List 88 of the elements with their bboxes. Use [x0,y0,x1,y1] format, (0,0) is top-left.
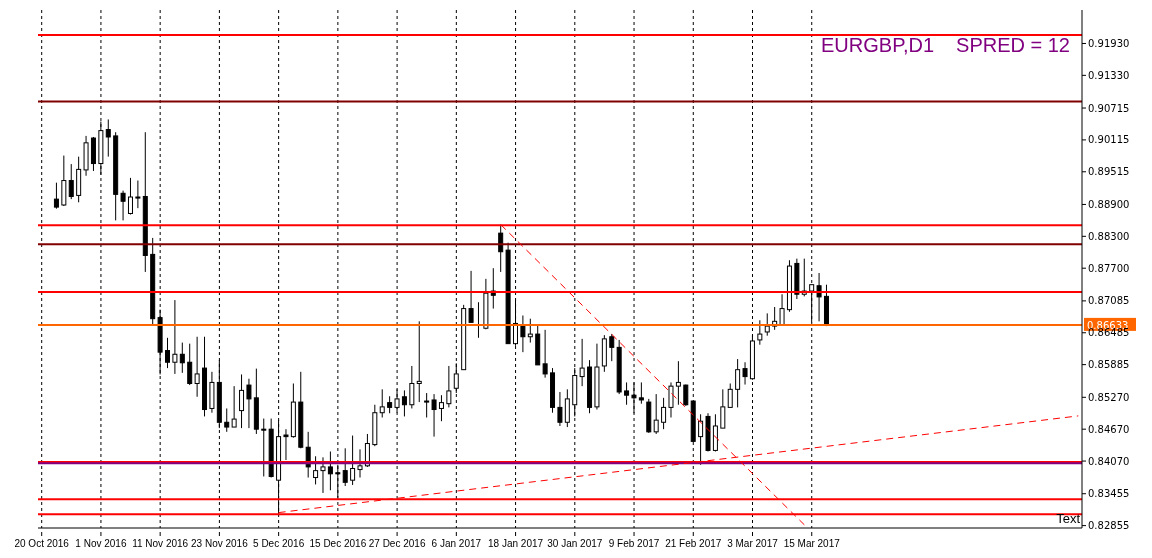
candlestick [327,451,333,491]
x-tick-label: 23 Nov 2016 [191,538,249,549]
y-tick-label: 0.85885 [1088,359,1130,371]
candlestick [283,428,289,461]
candlestick [187,343,193,386]
candlestick [165,337,170,369]
y-tick-label: 0.84670 [1088,423,1130,435]
candlestick [779,293,785,326]
candlestick [68,163,74,200]
text: SPRED = 12 [956,34,1070,56]
candlestick [742,361,748,386]
x-tick-label: 30 Jan 2017 [547,538,603,549]
candlestick [224,407,230,433]
y-tick-label: 0.87700 [1088,262,1130,274]
candlestick [350,435,356,486]
candlestick [727,382,733,408]
candlestick [53,182,59,210]
candlestick [379,388,385,418]
x-tick-label: 5 Dec 2016 [253,538,305,549]
candlestick [542,329,548,379]
candlestick [127,177,133,216]
x-tick-label: 20 Oct 2016 [14,538,70,549]
candlestick [194,336,200,398]
y-tick-label: 0.82855 [1088,520,1130,532]
candlestick [624,381,630,406]
candlestick [675,360,681,406]
candlestick [698,413,704,466]
y-tick-label: 0.83455 [1088,488,1130,500]
candlestick [579,338,585,387]
candlestick [816,272,822,322]
x-tick-label: 18 Jan 2017 [488,538,544,549]
candlestick [757,319,763,346]
candlestick [720,388,726,429]
candlestick [135,180,141,209]
candlestick [246,378,252,429]
candlestick [564,388,570,428]
candlestick [638,381,644,405]
candlestick [735,358,741,408]
x-tick-label: 15 Dec 2016 [309,538,367,549]
candlestick [431,393,437,438]
x-tick-label: 21 Feb 2017 [665,538,722,549]
x-tick-label: 3 Mar 2017 [727,538,779,549]
x-tick-label: 6 Jan 2017 [431,538,482,549]
candlestick [653,393,659,435]
candlestick [401,389,407,417]
y-tick-label: 0.89515 [1088,166,1130,178]
candlestick [557,391,563,427]
x-tick-label: 15 Mar 2017 [783,538,841,549]
y-tick-label: 0.91930 [1088,38,1130,50]
candlestick [313,455,319,485]
candlestick [409,365,415,409]
annotation: Text [1056,511,1080,526]
y-tick-label: 0.85270 [1088,391,1130,403]
candlestick [342,447,348,487]
candlestick [424,392,430,418]
candlestick [438,394,444,422]
y-tick-label: 0.90715 [1088,102,1130,114]
candlestick [172,299,178,375]
y-tick-label: 0.87085 [1088,295,1130,307]
candlestick [261,418,267,477]
y-tick-label: 0.90115 [1088,134,1130,146]
x-tick-label: 1 Nov 2016 [75,538,127,549]
y-tick-label: 0.88300 [1088,230,1130,242]
x-tick-label: 11 Nov 2016 [132,538,189,549]
candlestick [683,384,689,407]
y-tick-label: 0.91330 [1088,69,1130,81]
candlestick [446,365,452,408]
candlestick [416,320,422,403]
candlestick [520,314,526,353]
y-tick-label: 0.88900 [1088,199,1130,210]
candlestick [661,397,667,430]
candlestick [764,312,770,337]
candlestick [320,456,326,494]
candlestick [527,318,533,344]
text: EURGBP,D1 [821,34,935,56]
x-tick-label: 9 Feb 2017 [608,538,660,549]
candlestick [179,342,185,374]
candlestick [120,190,126,221]
candlestick [609,333,615,362]
y-tick-label: 0.84070 [1088,455,1130,467]
candlestick [105,118,111,158]
candlestick [468,270,474,323]
candlestick [498,224,504,273]
x-tick-label: 27 Dec 2016 [368,538,426,549]
candlestick [231,385,237,428]
candlestick [239,373,245,429]
candlestick [357,448,363,479]
candlestick [668,381,674,418]
